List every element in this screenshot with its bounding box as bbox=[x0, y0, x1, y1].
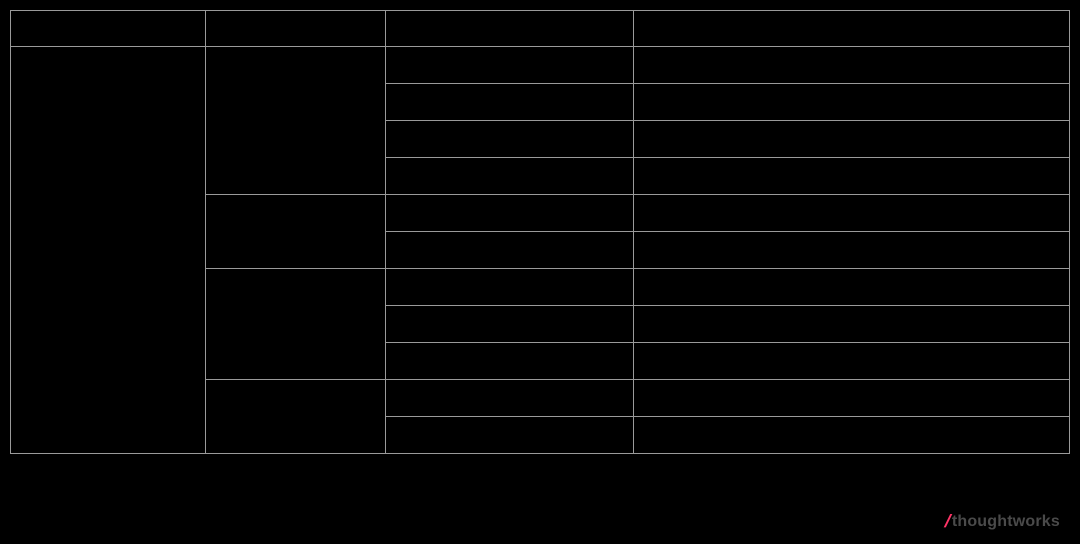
cell-c bbox=[386, 380, 634, 417]
cell-b bbox=[206, 269, 386, 380]
capability-matrix-table bbox=[10, 10, 1070, 454]
cell-d bbox=[634, 269, 1070, 306]
cell-b bbox=[206, 47, 386, 195]
cell-d bbox=[634, 343, 1070, 380]
cell-c bbox=[386, 343, 634, 380]
cell-c bbox=[386, 158, 634, 195]
cell-c bbox=[386, 269, 634, 306]
cell-a bbox=[11, 47, 206, 454]
cell-d bbox=[634, 380, 1070, 417]
cell-c bbox=[386, 84, 634, 121]
cell-d bbox=[634, 195, 1070, 232]
col-a-header bbox=[11, 11, 206, 47]
cell-d bbox=[634, 47, 1070, 84]
col-d-header bbox=[634, 11, 1070, 47]
cell-b bbox=[206, 380, 386, 454]
brand-name: thoughtworks bbox=[952, 513, 1060, 531]
cell-c bbox=[386, 232, 634, 269]
cell-d bbox=[634, 121, 1070, 158]
cell-c bbox=[386, 195, 634, 232]
cell-c bbox=[386, 417, 634, 454]
cell-d bbox=[634, 232, 1070, 269]
table-header-row bbox=[11, 11, 1070, 47]
cell-c bbox=[386, 121, 634, 158]
cell-c bbox=[386, 47, 634, 84]
cell-d bbox=[634, 158, 1070, 195]
brand-slash-icon: / bbox=[944, 511, 951, 532]
cell-c bbox=[386, 306, 634, 343]
cell-d bbox=[634, 417, 1070, 454]
cell-d bbox=[634, 84, 1070, 121]
col-c-header bbox=[386, 11, 634, 47]
col-b-header bbox=[206, 11, 386, 47]
cell-d bbox=[634, 306, 1070, 343]
cell-b bbox=[206, 195, 386, 269]
brand-logo: / thoughtworks bbox=[945, 511, 1060, 532]
slide-container bbox=[0, 0, 1080, 544]
table-row bbox=[11, 47, 1070, 84]
